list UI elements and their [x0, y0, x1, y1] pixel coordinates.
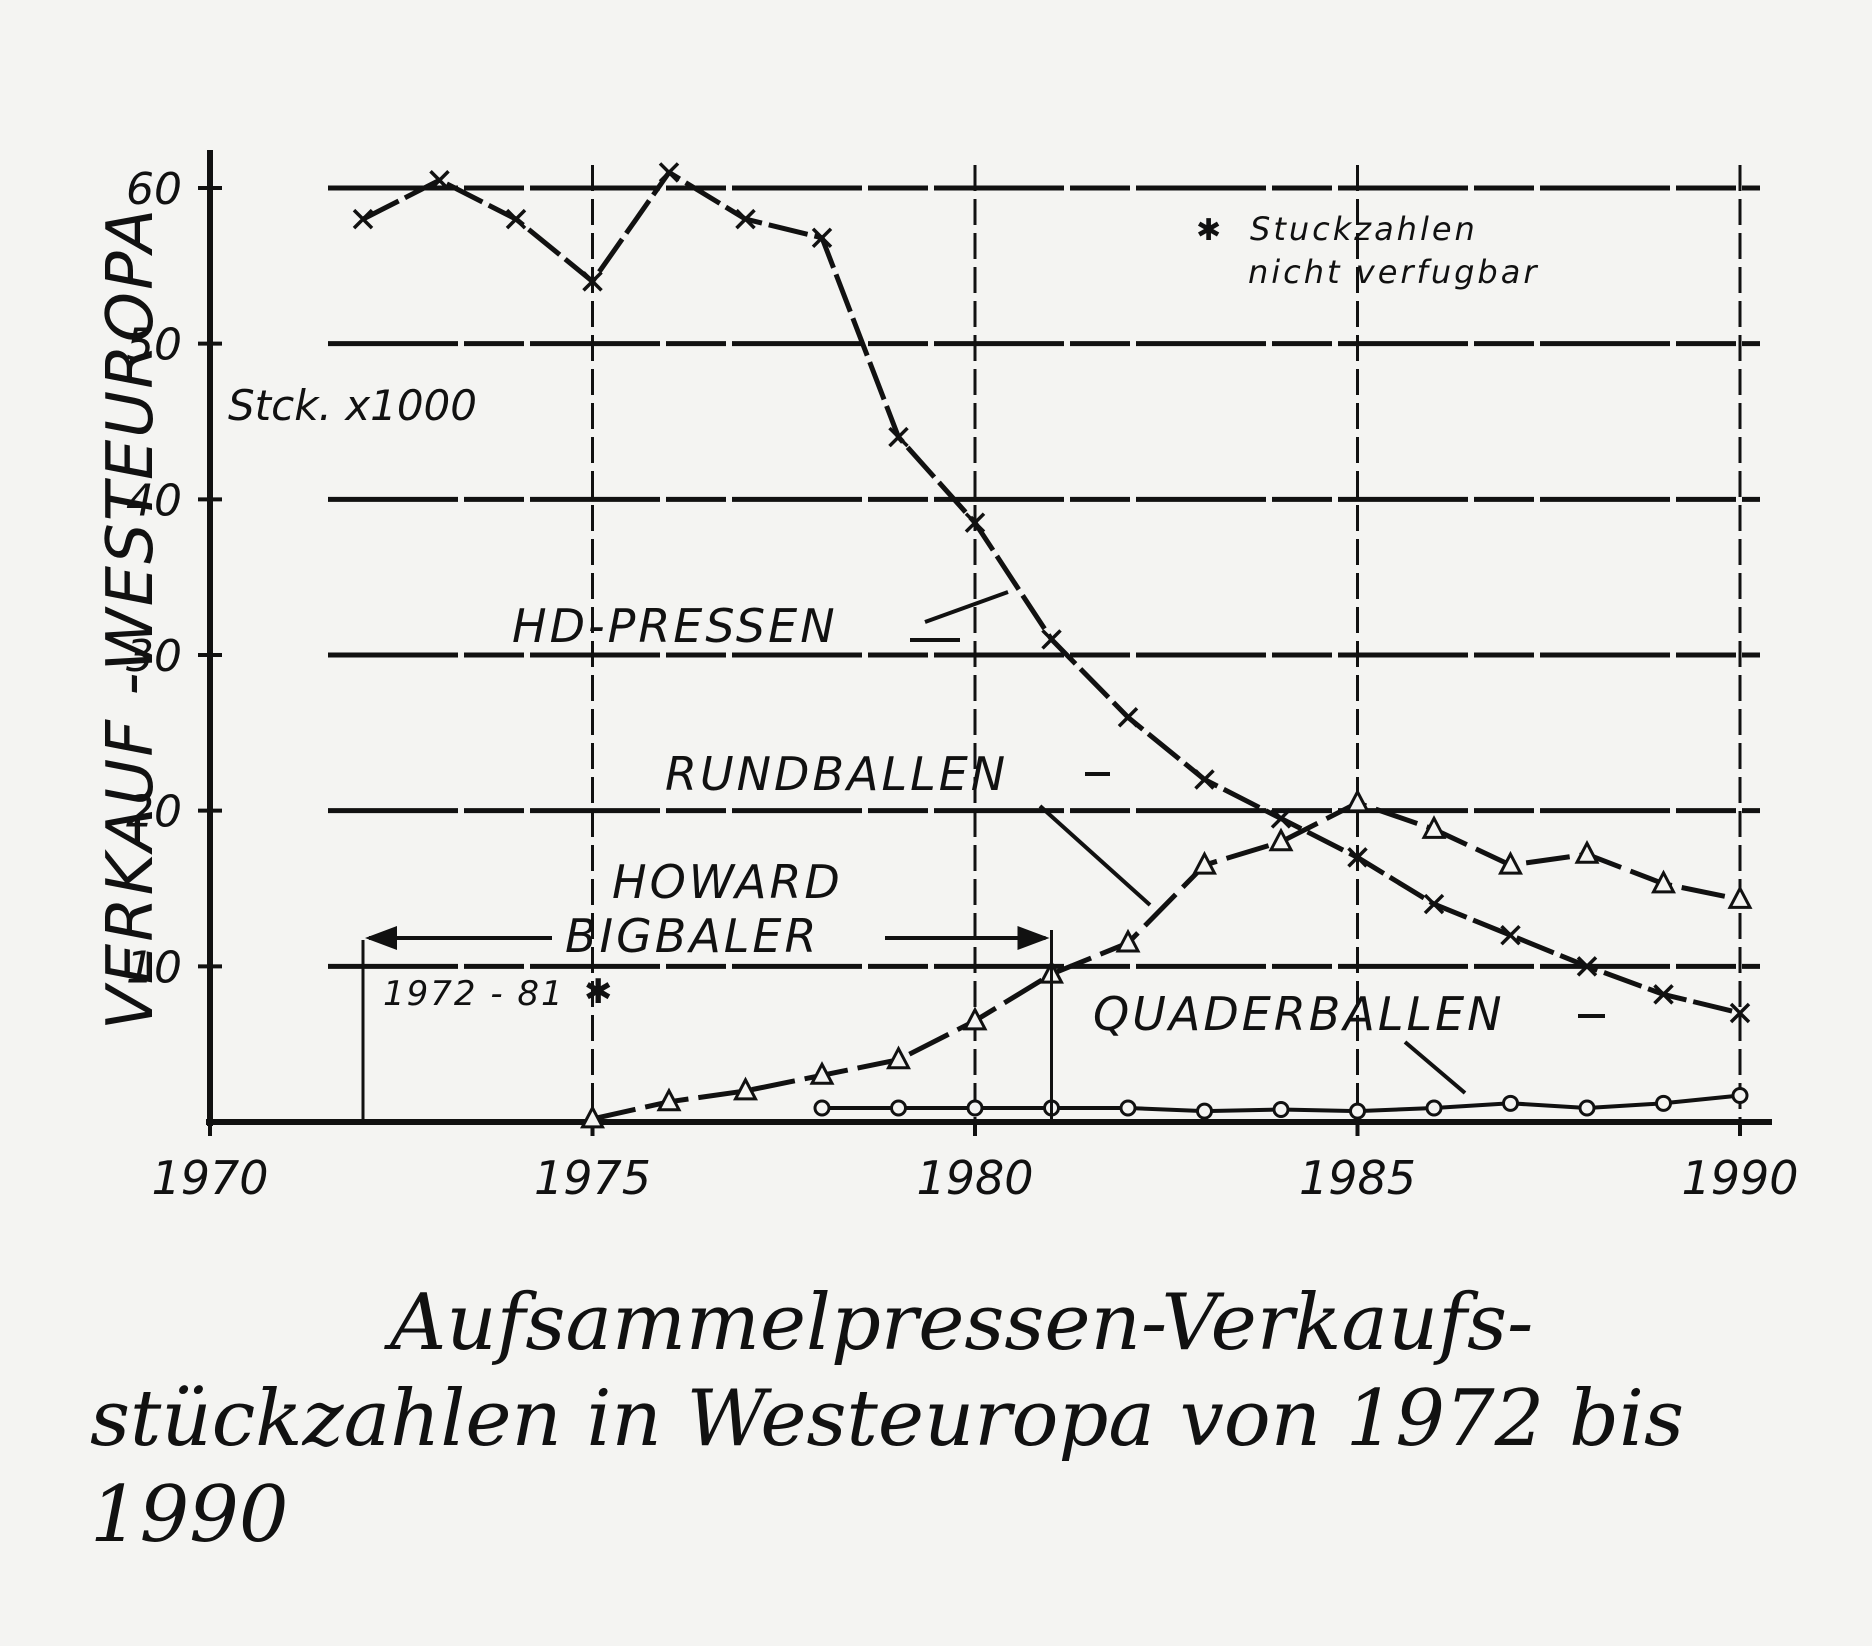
axes: VERKAUF -WESTEUROPA Stck. x1000: [94, 150, 1772, 1126]
howard-arrowhead-right: [1017, 926, 1050, 950]
xtick-label-1980: 1980: [916, 1151, 1033, 1205]
label-howard-range: 1972 - 81: [383, 974, 565, 1014]
label-rundballen: RUNDBALLEN: [665, 747, 1008, 801]
series-rundballen: [580, 788, 1753, 1129]
note-line-1: Stuckzahlen: [1250, 210, 1478, 248]
figure-caption: Aufsammelpressen-Verkaufs- stückzahlen i…: [90, 1275, 1810, 1563]
point-rundballen-1978: [809, 1061, 835, 1085]
tick-labels: 10 20 30 40 50 60 1970 1975 1980 1985 1990: [126, 164, 1799, 1205]
ytick-label-30: 30: [126, 631, 182, 682]
point-rundballen-1987: [1498, 850, 1523, 875]
point-quaderballen-1982: [1119, 1099, 1137, 1117]
point-hd-pressen-1983: [1194, 769, 1215, 790]
xtick-label-1990: 1990: [1681, 1151, 1798, 1205]
ytick-label-50: 50: [126, 320, 182, 371]
point-hd-pressen-1988: [1576, 956, 1598, 977]
grid-lines: [198, 165, 1760, 1136]
point-rundballen-1976: [656, 1087, 682, 1112]
leader-rundballen: [1038, 804, 1152, 907]
leader-quaderballen: [1403, 1040, 1467, 1095]
y-axis-label: VERKAUF -WESTEUROPA: [94, 207, 168, 1030]
point-hd-pressen-1989: [1653, 984, 1674, 1005]
series-line-rundballen: [591, 800, 1741, 1122]
point-rundballen-1989: [1651, 869, 1676, 894]
point-hd-pressen-1986: [1423, 893, 1445, 915]
point-hd-pressen-1974: [505, 208, 527, 230]
point-quaderballen-1979: [890, 1099, 907, 1117]
xtick-label-1975: 1975: [534, 1151, 651, 1205]
label-bigbaler: BIGBALER: [565, 909, 819, 963]
point-quaderballen-1986: [1425, 1099, 1443, 1117]
point-hd-pressen-1987: [1500, 924, 1521, 946]
label-howard: HOWARD: [612, 855, 843, 909]
note-line-2: nicht verfugbar: [1248, 253, 1539, 291]
point-quaderballen-1985: [1349, 1102, 1366, 1120]
point-quaderballen-1983: [1196, 1102, 1213, 1120]
caption-line-3: 1990: [90, 1470, 289, 1560]
point-quaderballen-1980: [966, 1099, 984, 1117]
point-hd-pressen-1975: [582, 271, 603, 292]
point-rundballen-1984: [1268, 827, 1294, 852]
annotations: HD-PRESSEN RUNDBALLEN QUADERBALLEN HOWARDBI…: [361, 210, 1605, 1122]
point-hd-pressen-1972: [352, 208, 374, 230]
point-hd-pressen-1982: [1117, 707, 1139, 728]
ytick-label-10: 10: [126, 942, 182, 993]
label-hd-pressen: HD-PRESSEN: [512, 599, 838, 653]
point-rundballen-1979: [886, 1045, 911, 1070]
xtick-label-1985: 1985: [1299, 1151, 1416, 1205]
ytick-label-40: 40: [126, 475, 182, 526]
series-quaderballen: [813, 1087, 1749, 1120]
point-quaderballen-1988: [1578, 1099, 1596, 1117]
howard-star: ✱: [584, 972, 613, 1012]
point-hd-pressen-1981: [1041, 629, 1062, 650]
point-hd-pressen-1978: [811, 227, 833, 249]
point-hd-pressen-1973: [429, 169, 450, 191]
point-rundballen-1990: [1727, 885, 1753, 909]
leader-hd-pressen: [924, 590, 1009, 624]
point-rundballen-1985: [1345, 788, 1370, 813]
point-hd-pressen-1979: [888, 426, 909, 448]
point-hd-pressen-1976: [658, 162, 680, 183]
point-rundballen-1988: [1574, 840, 1600, 864]
note-star: ✱: [1196, 213, 1221, 248]
series-hd-pressen: [352, 162, 1751, 1024]
y-unit-label: Stck. x1000: [228, 381, 477, 430]
label-quaderballen: QUADERBALLEN: [1093, 987, 1505, 1041]
ytick-label-60: 60: [126, 164, 182, 215]
point-rundballen-1982: [1115, 928, 1141, 953]
point-rundballen-1975: [580, 1104, 605, 1129]
point-rundballen-1980: [962, 1006, 988, 1031]
point-rundballen-1986: [1421, 815, 1447, 839]
series-line-hd-pressen: [361, 169, 1741, 1016]
point-hd-pressen-1980: [964, 512, 986, 533]
point-rundballen-1983: [1192, 850, 1217, 875]
point-quaderballen-1987: [1502, 1094, 1519, 1112]
point-hd-pressen-1984: [1270, 808, 1292, 829]
point-hd-pressen-1977: [735, 208, 756, 230]
ytick-label-20: 20: [126, 787, 182, 838]
series-group: [352, 162, 1753, 1129]
caption-line-2: stückzahlen in Westeuropa von 1972 bis: [90, 1374, 1684, 1464]
point-quaderballen-1989: [1655, 1094, 1672, 1112]
point-quaderballen-1978: [813, 1099, 831, 1117]
point-rundballen-1977: [733, 1076, 758, 1101]
howard-arrowhead-left: [365, 926, 397, 950]
point-hd-pressen-1990: [1729, 1002, 1751, 1024]
point-hd-pressen-1985: [1347, 847, 1368, 868]
xtick-label-1970: 1970: [151, 1151, 268, 1205]
point-quaderballen-1984: [1272, 1101, 1290, 1119]
point-quaderballen-1990: [1731, 1087, 1749, 1105]
caption-line-1: Aufsammelpressen-Verkaufs-: [390, 1278, 1534, 1368]
